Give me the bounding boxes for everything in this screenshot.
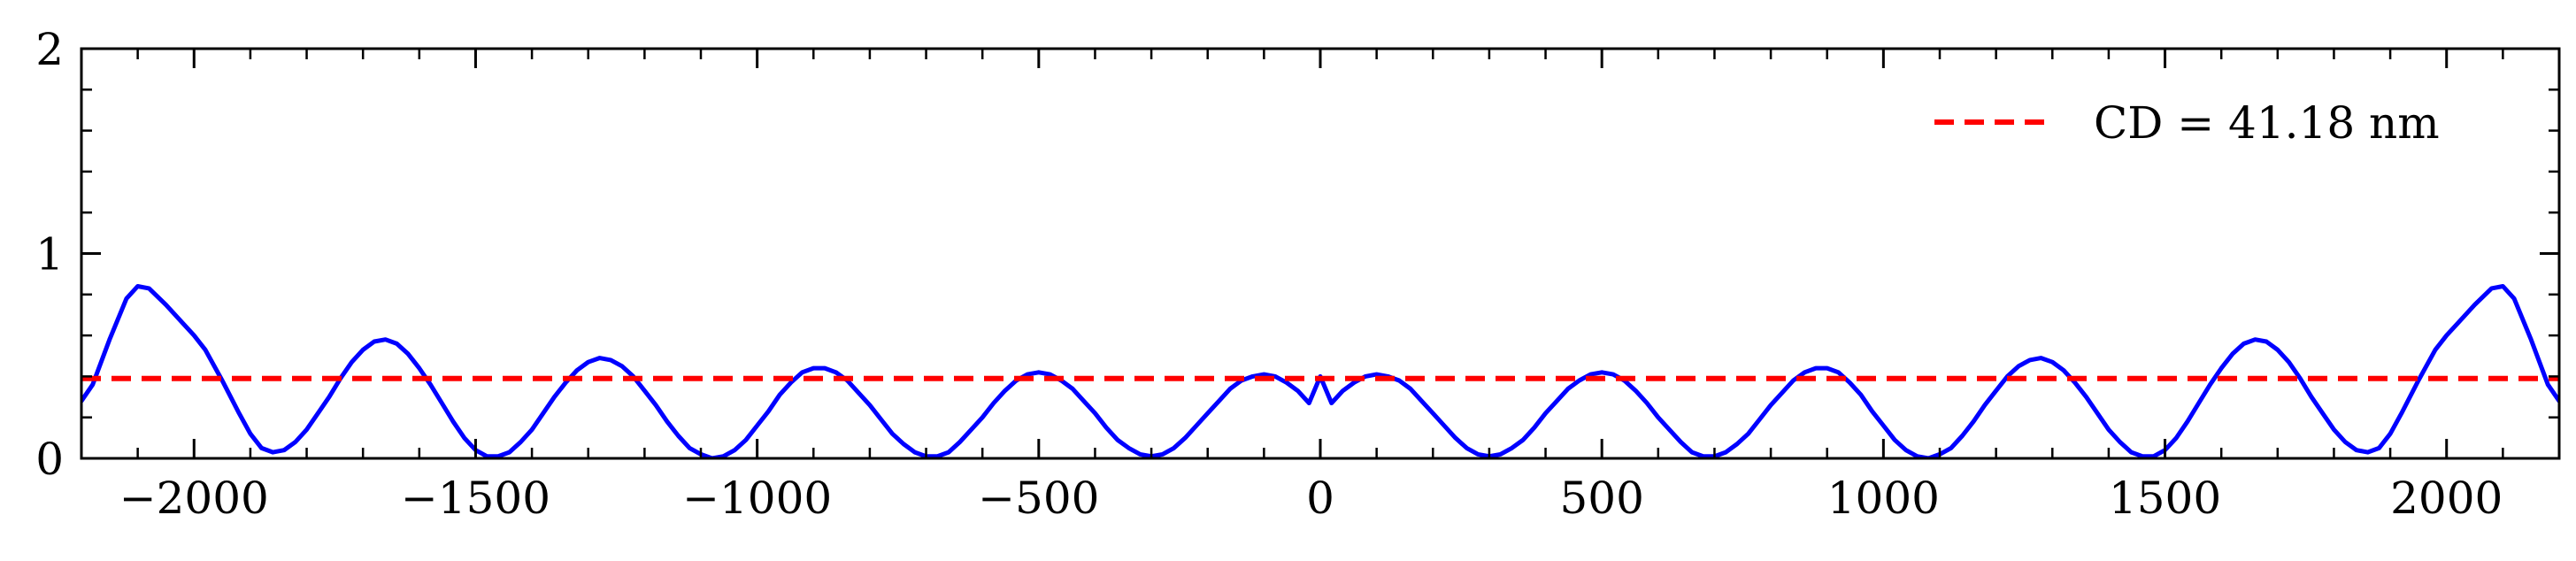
y-tick-label: 1 <box>35 229 64 280</box>
plot-area <box>81 284 2559 458</box>
y-tick-label: 0 <box>35 434 64 485</box>
legend-label-cd: CD = 41.18 nm <box>2094 97 2440 149</box>
x-tick-label: 2000 <box>2390 473 2503 524</box>
intensity-series-line <box>81 284 2559 458</box>
x-tick-label: −2000 <box>119 473 269 524</box>
x-tick-label: 1000 <box>1827 473 1940 524</box>
x-tick-label: 500 <box>1559 473 1643 524</box>
x-tick-label: −1000 <box>682 473 832 524</box>
x-tick-label: 0 <box>1306 473 1334 524</box>
y-tick-label: 2 <box>35 24 64 75</box>
x-tick-label: −1500 <box>401 473 550 524</box>
x-tick-label: −500 <box>978 473 1099 524</box>
x-tick-label: 1500 <box>2109 473 2221 524</box>
legend: CD = 41.18 nm <box>1934 97 2440 149</box>
axes: −2000 −1500 −1000 −500 0 500 1000 1500 2000 0 1 2 <box>35 24 2561 524</box>
